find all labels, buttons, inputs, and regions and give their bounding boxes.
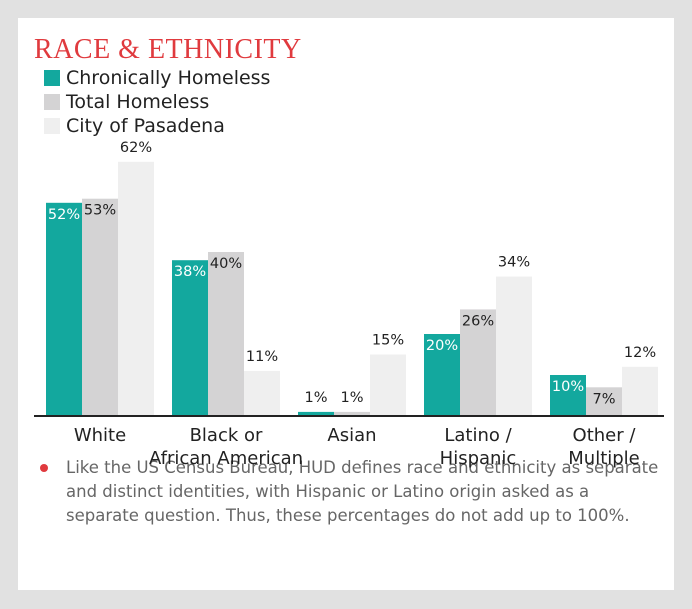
bar [298, 411, 334, 416]
x-tick-label: Other / Multiple [568, 425, 640, 469]
bar [496, 276, 532, 416]
bar [460, 309, 496, 416]
bar [244, 370, 280, 416]
bar [172, 260, 208, 416]
bar [370, 354, 406, 416]
bar [118, 161, 154, 416]
value-label: 7% [592, 391, 615, 407]
bar [334, 411, 370, 416]
value-label: 1% [340, 390, 363, 406]
bar [424, 334, 460, 416]
legend-label: City of Pasadena [66, 115, 225, 137]
value-label: 53% [84, 203, 116, 219]
value-label: 34% [498, 255, 530, 271]
bar [82, 198, 118, 416]
footnote: Like the US Census Bureau, HUD defines r… [66, 458, 659, 525]
value-label: 38% [174, 264, 206, 280]
value-label: 11% [246, 349, 278, 365]
legend-swatch [44, 118, 60, 134]
legend-label: Total Homeless [66, 91, 210, 113]
bullet [40, 464, 48, 472]
value-label: 10% [552, 379, 584, 395]
value-label: 26% [462, 313, 494, 329]
x-tick-label: Asian [327, 425, 377, 446]
value-label: 52% [48, 207, 80, 223]
chart-title: RACE & ETHNICITY [34, 34, 302, 65]
bar [46, 202, 82, 416]
value-label: 40% [210, 256, 242, 272]
bar [586, 387, 622, 416]
x-tick-label: Black or African American [148, 425, 304, 469]
x-tick-label: Latino / Hispanic [439, 425, 517, 469]
value-label: 62% [120, 140, 152, 156]
legend-swatch [44, 70, 60, 86]
bar [208, 252, 244, 416]
legend-swatch [44, 94, 60, 110]
value-label: 20% [426, 338, 458, 354]
bar [622, 366, 658, 416]
value-label: 12% [624, 345, 656, 361]
bar [550, 375, 586, 416]
legend-label: Chronically Homeless [66, 67, 271, 89]
value-label: 1% [304, 390, 327, 406]
x-tick-label: White [73, 425, 127, 446]
value-label: 15% [372, 333, 404, 349]
